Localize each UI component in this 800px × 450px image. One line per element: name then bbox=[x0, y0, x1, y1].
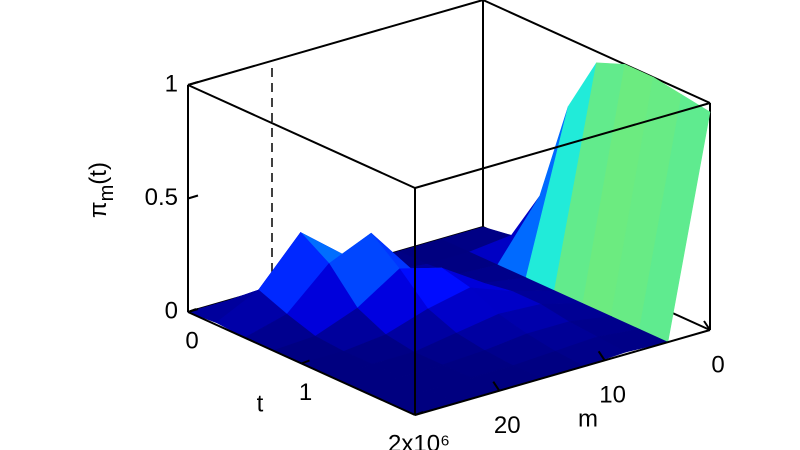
y-axis-label: m bbox=[578, 405, 598, 432]
x-tick-label: 1 bbox=[299, 379, 312, 406]
x-tick bbox=[187, 308, 197, 313]
y-tick bbox=[703, 320, 711, 331]
x-tick bbox=[301, 359, 310, 365]
y-tick-label: 20 bbox=[494, 412, 521, 439]
x-axis-label: t bbox=[257, 390, 264, 417]
z-tick-label: 0 bbox=[165, 297, 178, 324]
box-edge bbox=[187, 0, 484, 86]
x-tick-label: 2x10⁶ bbox=[388, 430, 450, 450]
x-tick bbox=[414, 411, 424, 416]
z-tick-label: 0.5 bbox=[145, 184, 178, 211]
x-tick-label: 0 bbox=[185, 327, 198, 354]
box-edge bbox=[482, 0, 711, 104]
surface bbox=[187, 62, 711, 416]
box-front bbox=[187, 81, 711, 416]
y-tick-label: 10 bbox=[599, 382, 626, 409]
z-axis-label: πm(t) bbox=[85, 162, 118, 218]
y-tick-label: 0 bbox=[711, 351, 724, 378]
z-tick bbox=[187, 81, 199, 86]
y-tick bbox=[492, 381, 501, 392]
box-edge bbox=[187, 84, 416, 189]
y-tick bbox=[597, 350, 606, 361]
z-tick bbox=[187, 194, 199, 200]
box-edge bbox=[414, 102, 711, 189]
z-tick-label: 1 bbox=[165, 70, 178, 97]
box-edge bbox=[414, 329, 711, 416]
